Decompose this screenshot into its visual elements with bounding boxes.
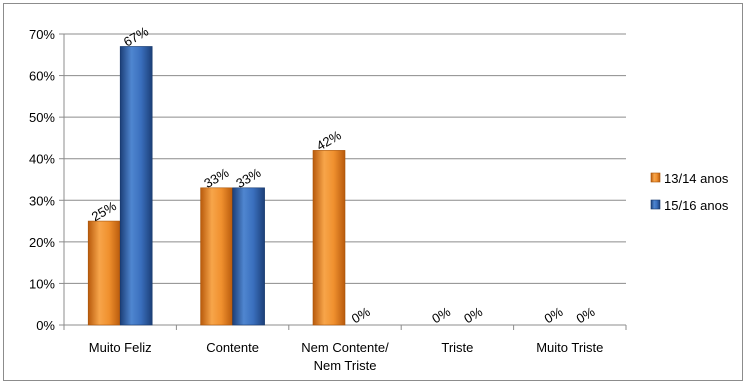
y-tick-label: 60%: [29, 69, 55, 84]
data-label: 0%: [574, 304, 598, 327]
axes: 0% 10% 20% 30% 40% 50% 60% 70% Muito Feliz Conten…: [29, 27, 627, 373]
y-tick-label: 10%: [29, 276, 55, 291]
bar-orange: [200, 187, 233, 326]
bar-chart: 0% 10% 20% 30% 40% 50% 60% 70% Muito Feliz Conten…: [29, 23, 729, 373]
y-tick-label: 40%: [29, 152, 55, 167]
bar-blue: [232, 187, 265, 326]
y-tick-label: 70%: [29, 27, 55, 42]
bar-blue: [119, 46, 153, 326]
legend-label: 15/16 anos: [664, 198, 729, 213]
legend-swatch: [650, 172, 661, 183]
data-label: 67%: [121, 23, 151, 49]
x-category-label: Contente: [206, 340, 259, 355]
y-tick-label: 30%: [29, 193, 55, 208]
data-label: 0%: [461, 304, 485, 327]
data-label: 0%: [349, 304, 373, 327]
data-label: 33%: [233, 165, 263, 191]
y-tick-label: 0%: [36, 318, 55, 333]
legend-label: 13/14 anos: [664, 171, 729, 186]
y-tick-label: 20%: [29, 235, 55, 250]
data-label: 25%: [89, 198, 119, 224]
legend-swatch: [650, 199, 661, 210]
chart-frame: 0% 10% 20% 30% 40% 50% 60% 70% Muito Feliz Conten…: [3, 3, 743, 381]
data-label: 0%: [429, 304, 453, 327]
data-label: 42%: [314, 127, 344, 153]
bar-orange: [87, 220, 121, 326]
x-category-label: Triste: [441, 340, 473, 355]
bar-orange: [312, 150, 346, 326]
x-category-label: Muito Triste: [536, 340, 603, 355]
data-label: 33%: [201, 165, 231, 191]
x-category-label: Muito Feliz: [89, 340, 152, 355]
legend: 13/14 anos 15/16 anos: [650, 171, 729, 213]
y-tick-label: 50%: [29, 110, 55, 125]
x-category-label: Nem Contente/Nem Triste: [301, 340, 389, 373]
data-label: 0%: [542, 304, 566, 327]
bars: [87, 46, 346, 326]
